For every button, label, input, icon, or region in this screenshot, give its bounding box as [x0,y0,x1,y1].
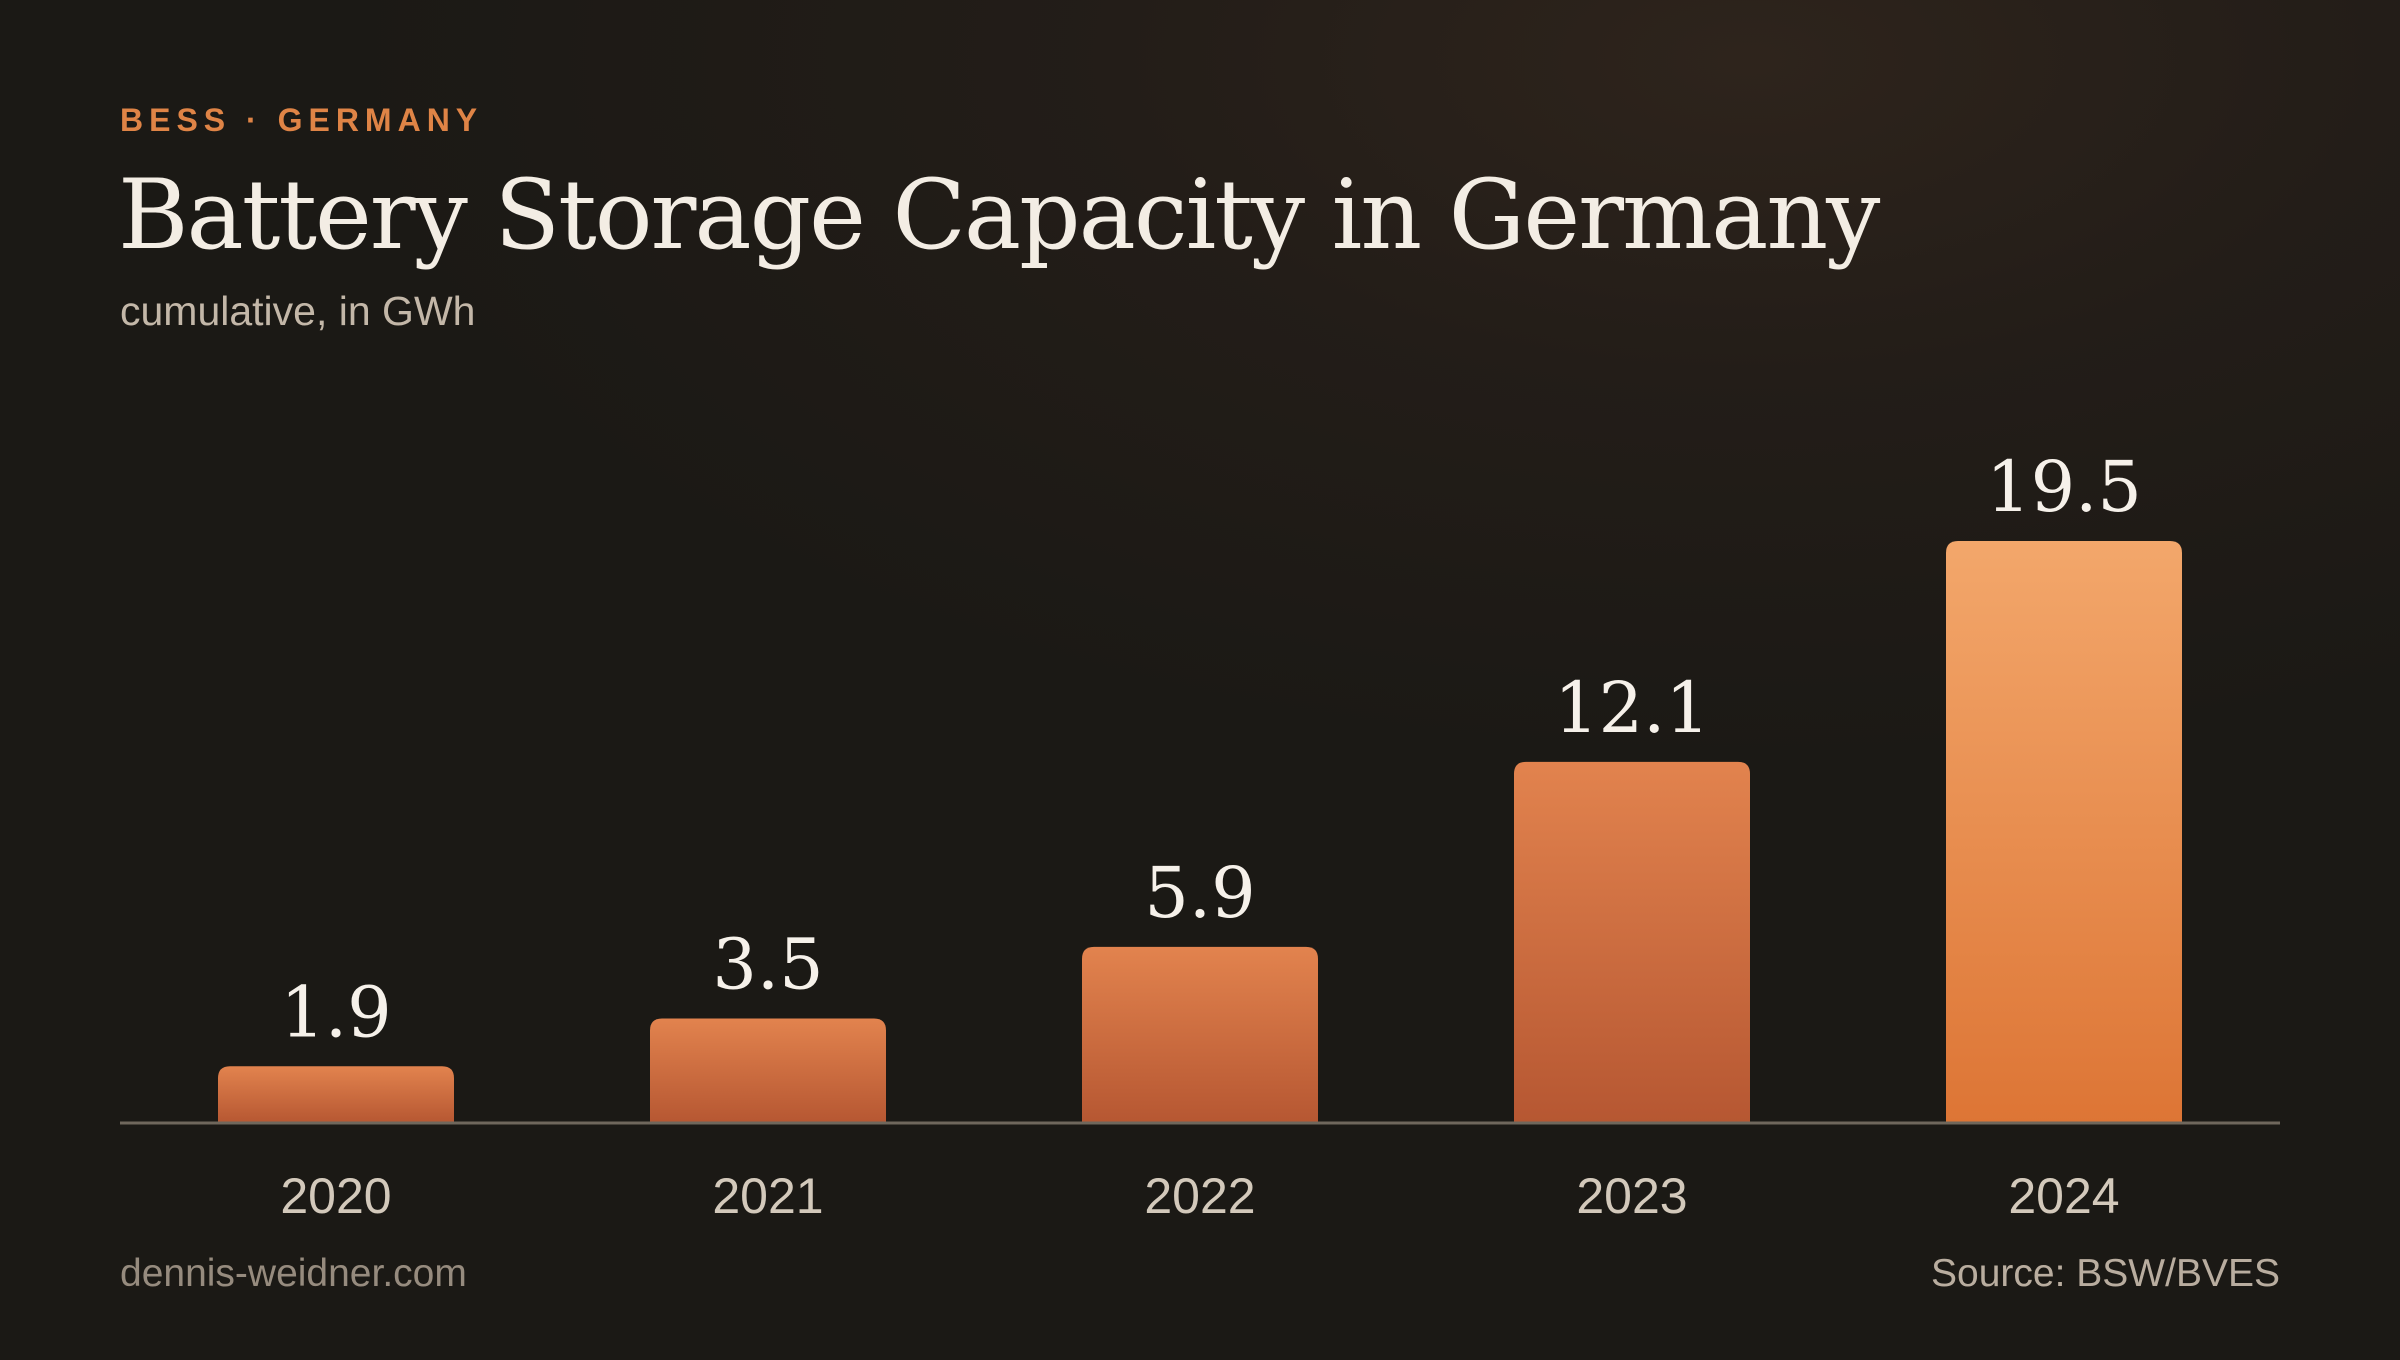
footer-site: dennis-weidner.com [120,1252,467,1295]
value-label-2023: 12.1 [1554,667,1710,749]
x-tick-label-2022: 2022 [1144,1168,1255,1224]
labels-layer: 1.9 2020 3.5 2021 5.9 2022 12.1 2023 19.5 2024 [280,446,2142,1224]
bar-2020 [218,1066,454,1123]
x-tick-label-2023: 2023 [1576,1168,1687,1224]
x-tick-label-2020: 2020 [280,1168,391,1224]
bar-2021 [650,1018,886,1123]
eyebrow-label: BESS · GERMANY [120,102,484,138]
value-label-2024: 19.5 [1986,446,2142,528]
value-label-2022: 5.9 [1144,852,1255,934]
bar-2023 [1514,761,1750,1123]
bar-2022 [1082,946,1318,1123]
chart-title: Battery Storage Capacity in Germany [118,159,1880,271]
bars-layer [218,541,2182,1123]
x-tick-label-2024: 2024 [2008,1168,2119,1224]
bar-2024 [1946,541,2182,1123]
chart-subtitle: cumulative, in GWh [120,288,476,334]
x-tick-label-2021: 2021 [712,1168,823,1224]
value-label-2020: 1.9 [280,971,391,1053]
footer-source: Source: BSW/BVES [1931,1252,2280,1295]
value-label-2021: 3.5 [712,924,823,1006]
